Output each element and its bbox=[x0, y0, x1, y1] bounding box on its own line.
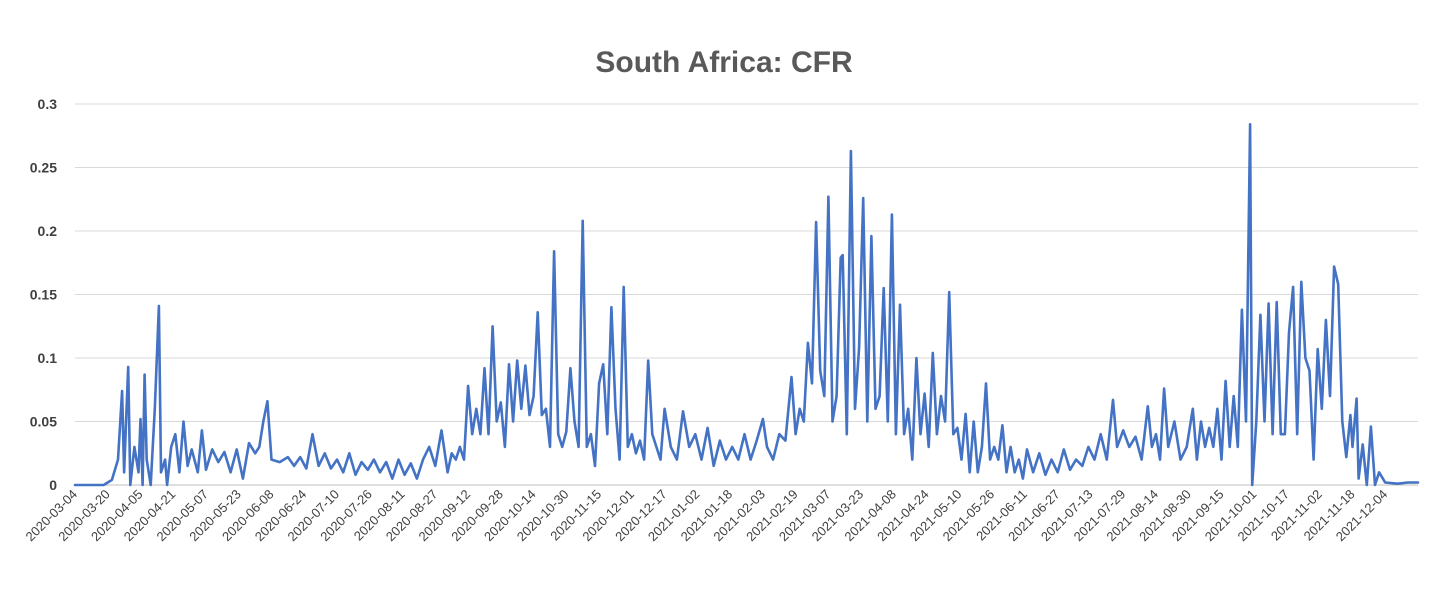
y-tick-label: 0.05 bbox=[30, 414, 57, 430]
y-tick-label: 0.2 bbox=[38, 223, 58, 239]
y-axis-tick-labels: 0 0.05 0.1 0.15 0.2 0.25 0.3 bbox=[30, 96, 57, 493]
chart-title: South Africa: CFR bbox=[595, 46, 853, 79]
y-tick-label: 0.25 bbox=[30, 160, 57, 176]
x-axis-tick-labels: 2020-03-042020-03-202020-04-052020-04-21… bbox=[22, 487, 1390, 545]
y-tick-label: 0.3 bbox=[38, 96, 58, 112]
series-layer bbox=[73, 123, 1420, 487]
y-tick-label: 0.1 bbox=[38, 350, 58, 366]
y-tick-label: 0 bbox=[49, 477, 57, 493]
y-tick-label: 0.15 bbox=[30, 287, 57, 303]
cfr-series-line bbox=[73, 123, 1420, 487]
gridlines bbox=[75, 103, 1418, 422]
